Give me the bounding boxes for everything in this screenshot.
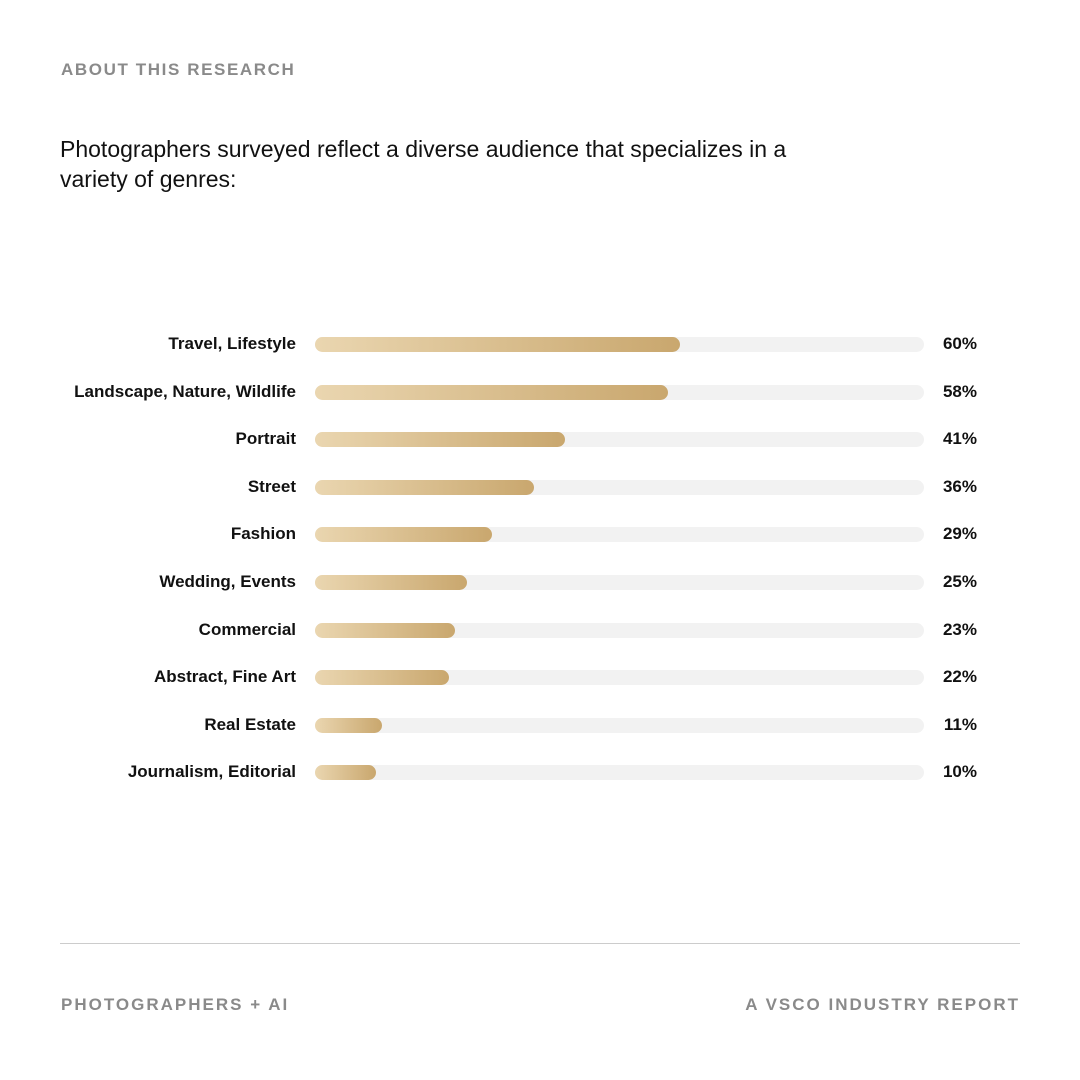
category-label: Abstract, Fine Art <box>153 667 296 687</box>
chart-row: Real Estate 11% <box>0 711 1080 739</box>
chart-row: Street 36% <box>0 473 1080 501</box>
bar-track <box>315 765 924 781</box>
category-label: Landscape, Nature, Wildlife <box>74 381 296 401</box>
bar <box>315 384 669 400</box>
bar <box>315 527 492 543</box>
bar <box>315 432 565 448</box>
chart-row: Abstract, Fine Art 22% <box>0 663 1080 691</box>
chart-row: Journalism, Editorial 10% <box>0 758 1080 786</box>
bar-track <box>315 384 924 400</box>
bar-track <box>315 432 924 448</box>
value-label: 36% <box>942 476 977 496</box>
category-label: Journalism, Editorial <box>127 762 296 782</box>
footer-divider <box>60 943 1020 944</box>
bar <box>315 765 376 781</box>
chart-row: Portrait 41% <box>0 425 1080 453</box>
bar-track <box>315 527 924 543</box>
bar-track <box>315 575 924 590</box>
value-label: 41% <box>942 429 977 449</box>
bar-track <box>315 337 924 352</box>
category-label: Wedding, Events <box>159 572 296 591</box>
category-label: Travel, Lifestyle <box>168 334 296 353</box>
category-label: Portrait <box>235 429 296 449</box>
bar-track <box>315 479 924 495</box>
chart-row: Commercial 23% <box>0 616 1080 644</box>
value-label: 29% <box>942 524 977 544</box>
chart-row: Travel, Lifestyle 60% <box>0 330 1080 358</box>
bar <box>315 717 382 733</box>
bar <box>315 575 468 590</box>
value-label: 22% <box>942 667 977 687</box>
category-label: Real Estate <box>204 714 296 734</box>
bar <box>315 337 681 352</box>
bar <box>315 670 449 686</box>
value-label: 60% <box>942 334 977 353</box>
chart-row: Landscape, Nature, Wildlife 58% <box>0 378 1080 406</box>
chart-row: Wedding, Events 25% <box>0 568 1080 596</box>
headline: Photographers surveyed reflect a diverse… <box>60 136 787 192</box>
value-label: 11% <box>943 714 977 734</box>
bar-track <box>315 622 924 638</box>
category-label: Commercial <box>198 619 296 639</box>
value-label: 10% <box>942 762 977 782</box>
bar-track <box>315 717 924 733</box>
chart-row: Fashion 29% <box>0 520 1080 548</box>
category-label: Street <box>247 476 296 496</box>
footer-report-title: PHOTOGRAPHERS + AI <box>61 995 290 1014</box>
value-label: 23% <box>942 619 977 639</box>
bar-track <box>315 670 924 686</box>
bar <box>315 622 456 638</box>
bar <box>315 479 535 495</box>
value-label: 25% <box>942 572 977 591</box>
value-label: 58% <box>942 381 977 401</box>
footer-publisher: A VSCO INDUSTRY REPORT <box>745 995 1020 1014</box>
category-label: Fashion <box>230 524 296 544</box>
eyebrow-title: ABOUT THIS RESEARCH <box>61 60 296 79</box>
